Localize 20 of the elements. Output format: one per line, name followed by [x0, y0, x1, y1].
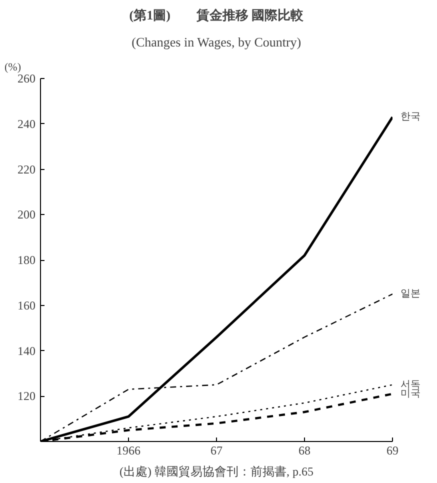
y-tick-label: 160: [18, 298, 36, 312]
series-label: 서독: [400, 379, 420, 390]
y-tick-label: 200: [18, 208, 36, 222]
y-tick-label: 240: [18, 116, 36, 131]
series-label: 미국: [400, 388, 420, 400]
y-tick-label: 220: [18, 162, 36, 176]
x-tick-label: 68: [298, 444, 310, 458]
y-axis-title: (%): [4, 62, 22, 74]
chart-subtitle: (Changes in Wages, by Country): [132, 34, 302, 50]
series-label: 한국: [400, 112, 420, 123]
chart-title: (第1圖) 賃金推移 國際比較: [129, 8, 305, 22]
text: (出處) 韓國貿易協會刊：前揭書, p.65: [120, 464, 314, 478]
y-tick-label: 140: [18, 344, 36, 358]
x-tick-label: 69: [386, 444, 398, 458]
x-tick-label: 1966: [116, 444, 140, 458]
y-tick-label: 260: [18, 72, 36, 86]
x-tick-label: 67: [210, 444, 222, 458]
y-tick-label: 120: [18, 389, 36, 404]
y-tick-label: 180: [18, 253, 36, 267]
series-label: 일본: [400, 288, 420, 300]
